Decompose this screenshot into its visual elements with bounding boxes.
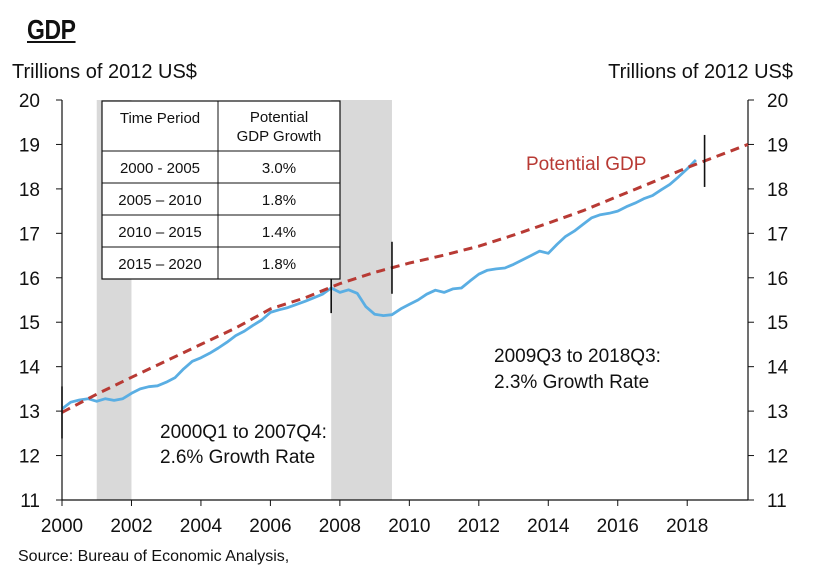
y-tick-label-left: 16 — [19, 269, 40, 290]
y-tick-label-right: 17 — [767, 224, 788, 245]
x-tick-label: 2012 — [458, 516, 500, 537]
x-tick-label: 2014 — [527, 516, 570, 537]
y-tick-label-right: 20 — [767, 91, 788, 112]
left-axis-unit: Trillions of 2012 US$ — [12, 61, 197, 83]
y-tick-label-left: 15 — [19, 313, 40, 334]
real-gdp-line — [61, 159, 697, 411]
annotation-2000-2007-line2: 2.6% Growth Rate — [160, 447, 315, 468]
y-tick-label-right: 14 — [767, 358, 789, 379]
y-tick-labels: 11 11 12 12 13 13 14 14 15 15 16 16 17 17 18 18 19 19 20 20 — [19, 91, 789, 512]
y-tick-label-right: 15 — [767, 313, 788, 334]
table-cell-period: 2010 – 2015 — [118, 224, 201, 241]
x-tick-label: 2016 — [597, 516, 639, 537]
y-tick-label-left: 18 — [19, 180, 40, 201]
table-cell-period: 2005 – 2010 — [118, 192, 201, 209]
annotation-2000-2007-line1: 2000Q1 to 2007Q4: — [160, 422, 327, 443]
y-tick-label-right: 19 — [767, 135, 788, 156]
table-header-period: Time Period — [120, 110, 200, 127]
y-tick-label-right: 12 — [767, 447, 788, 468]
y-tick-label-left: 11 — [20, 491, 40, 512]
table-cell-growth: 1.8% — [262, 256, 296, 273]
y-tick-label-left: 19 — [19, 135, 40, 156]
y-tick-label-right: 11 — [767, 491, 787, 512]
source-note: Source: Bureau of Economic Analysis, — [18, 548, 290, 565]
x-tick-label: 2004 — [180, 516, 223, 537]
annotation-2009-2018-line1: 2009Q3 to 2018Q3: — [494, 346, 661, 367]
table-cell-period: 2000 - 2005 — [120, 160, 200, 177]
x-tick-label: 2008 — [319, 516, 361, 537]
y-tick-label-left: 13 — [19, 402, 40, 423]
x-tick-label: 2010 — [388, 516, 430, 537]
potential-gdp-label: Potential GDP — [526, 154, 646, 175]
growth-table: Time Period Potential GDP Growth 2000 - 200… — [101, 100, 341, 280]
x-tick-label: 2002 — [110, 516, 152, 537]
page-title: GDP — [27, 14, 76, 45]
x-tick-label: 2018 — [666, 516, 708, 537]
y-tick-label-left: 20 — [19, 91, 40, 112]
y-tick-label-right: 18 — [767, 180, 788, 201]
x-tick-labels: 2000 2002 2004 2006 2008 2010 2012 2014 2016 2018 — [41, 516, 708, 537]
y-tick-label-right: 16 — [767, 269, 788, 290]
y-tick-label-right: 13 — [767, 402, 788, 423]
table-box — [101, 100, 341, 280]
x-tick-label: 2006 — [249, 516, 291, 537]
x-tick-label: 2000 — [41, 516, 83, 537]
table-cell-growth: 3.0% — [262, 160, 296, 177]
right-axis-unit: Trillions of 2012 US$ — [608, 61, 793, 83]
table-cell-growth: 1.4% — [262, 224, 296, 241]
table-header-growth-line1: Potential — [250, 109, 308, 126]
annotation-2009-2018-line2: 2.3% Growth Rate — [494, 372, 649, 393]
y-tick-label-left: 17 — [19, 224, 40, 245]
table-cell-growth: 1.8% — [262, 192, 296, 209]
y-tick-label-left: 12 — [19, 447, 40, 468]
table-cell-period: 2015 – 2020 — [118, 256, 201, 273]
y-tick-label-left: 14 — [19, 358, 41, 379]
table-header-growth-line2: GDP Growth — [237, 128, 322, 145]
